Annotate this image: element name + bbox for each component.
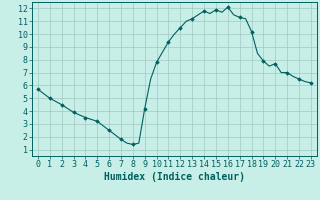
X-axis label: Humidex (Indice chaleur): Humidex (Indice chaleur) <box>104 172 245 182</box>
